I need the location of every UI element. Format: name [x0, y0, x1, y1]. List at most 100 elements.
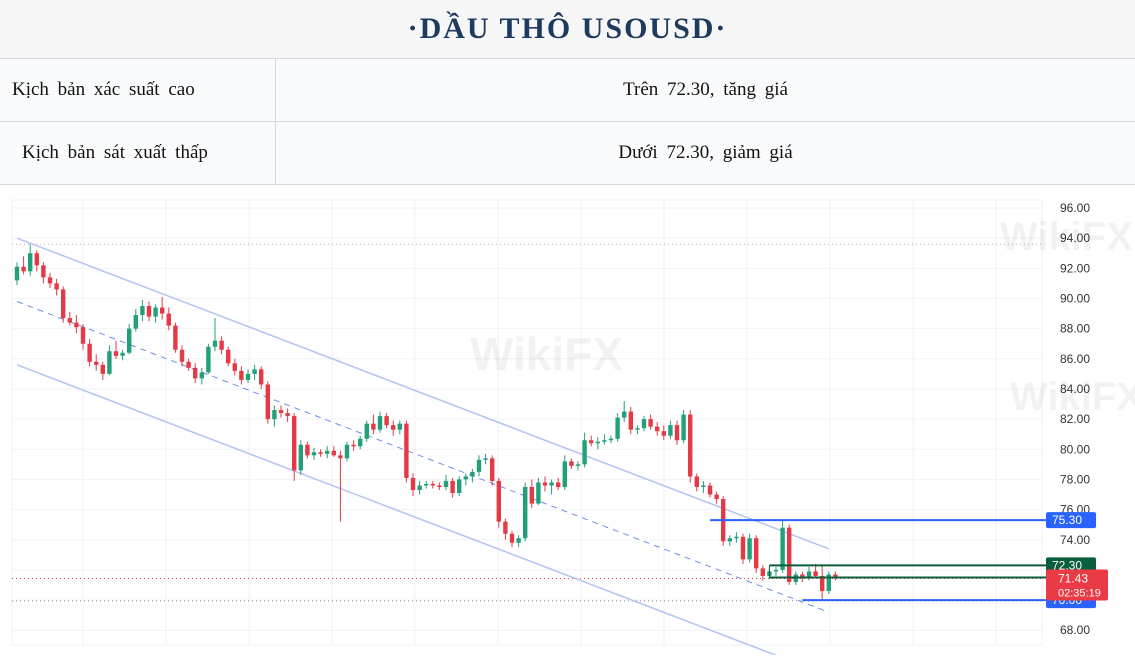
candle-body [635, 428, 640, 430]
channel-upper-line [16, 237, 830, 550]
candle-body [21, 266, 26, 272]
candle-body [813, 571, 818, 576]
y-tick-label: 82.00 [1060, 412, 1090, 426]
candle-body [377, 416, 383, 430]
candle-body [655, 426, 660, 432]
y-tick-label: 90.00 [1060, 291, 1090, 305]
candle-body [120, 352, 125, 356]
candle-body [760, 568, 765, 576]
candle-body [622, 411, 627, 418]
candle-body [54, 283, 59, 290]
candle-body [28, 253, 33, 272]
candle-body [476, 459, 482, 472]
candle-body [483, 458, 488, 460]
candle-body [87, 343, 92, 362]
countdown-label: 02:35:19 [1058, 588, 1101, 600]
candle-body [226, 349, 231, 364]
table-row: Kịch bản sát xuất thấp Dưới 72.30, giảm … [0, 121, 1135, 185]
candle-body [615, 417, 620, 439]
scenario-label-high: Kịch bản xác suất cao [0, 59, 276, 121]
y-tick-label: 94.00 [1060, 231, 1090, 245]
channel-lower-line [16, 364, 791, 660]
candle-body [344, 444, 350, 459]
candle-body [714, 494, 719, 500]
candle-body [133, 315, 138, 329]
candle-body [575, 464, 581, 466]
scenario-label-low: Kịch bản sát xuất thấp [0, 122, 276, 184]
candle-body [463, 476, 468, 480]
candle-body [199, 372, 204, 379]
scenario-value-low: Dưới 72.30, giảm giá [618, 142, 793, 163]
candle-body [100, 364, 105, 374]
y-tick-label: 96.00 [1060, 201, 1090, 215]
candle-body [292, 416, 297, 471]
candle-body [311, 452, 317, 456]
candle-body [747, 538, 752, 560]
current-price-label: 71.43 [1058, 572, 1088, 586]
candle-body [219, 340, 224, 350]
candle-body [674, 425, 680, 441]
candle-body [278, 410, 284, 414]
candle-body [325, 450, 330, 454]
candle-body [351, 444, 356, 447]
candle-body [608, 438, 614, 441]
candle-body [146, 306, 152, 317]
y-tick-label: 74.00 [1060, 533, 1090, 547]
y-tick-label: 84.00 [1060, 382, 1090, 396]
price-chart[interactable]: 96.00 94.00 92.00 90.00 88.00 86.00 84.00 82.00… [0, 190, 1135, 660]
table-row: Kịch bản xác suất cao Trên 72.30, tăng g… [0, 58, 1135, 121]
candle-body [523, 486, 528, 539]
level-label: 75.30 [1052, 513, 1082, 527]
candle-body [47, 277, 53, 284]
candle-body [153, 307, 158, 317]
candle-body [641, 419, 647, 429]
candle-body [285, 413, 290, 417]
candle-body [694, 476, 699, 487]
candle-body [80, 327, 86, 344]
candle-body [14, 266, 20, 281]
candle-body [173, 325, 178, 350]
candle-body [727, 538, 732, 542]
candle-body [410, 477, 416, 490]
y-tick-label: 92.00 [1060, 261, 1090, 275]
y-tick-label: 86.00 [1060, 352, 1090, 366]
y-tick-label: 88.00 [1060, 322, 1090, 336]
candle-body [338, 455, 343, 459]
candle-body [61, 289, 66, 319]
y-tick-label: 80.00 [1060, 442, 1090, 456]
candle-body [503, 521, 508, 534]
watermark-text: WikiFX [1000, 215, 1133, 259]
chart-svg[interactable]: 96.00 94.00 92.00 90.00 88.00 86.00 84.00 82.00… [0, 190, 1135, 660]
title-bar: ·DẦU THÔ USOUSD· [0, 0, 1135, 58]
candle-body [127, 328, 132, 353]
candle-body [34, 253, 39, 266]
candle-body [107, 351, 112, 374]
candle-body [430, 483, 435, 486]
candle-body [536, 482, 541, 504]
candle-body [589, 440, 594, 444]
candle-body [397, 423, 402, 430]
candle-body [820, 575, 825, 592]
watermark-text: WikiFX [470, 328, 623, 380]
candle-body [212, 340, 218, 347]
candle-body [298, 444, 303, 471]
candle-body [457, 479, 462, 494]
candle-body [648, 419, 653, 427]
level-label: 72.30 [1052, 558, 1082, 572]
candle-body [417, 485, 422, 490]
candle-body [516, 538, 521, 543]
candle-body [569, 461, 574, 466]
candle-body [529, 486, 534, 504]
watermark-text: WikiFX [1010, 375, 1135, 419]
candle-body [94, 361, 99, 365]
plot-area [11, 199, 1043, 646]
scenario-table: Kịch bản xác suất cao Trên 72.30, tăng g… [0, 58, 1135, 185]
candle-body [661, 431, 666, 436]
candle-body [668, 425, 673, 436]
candle-body [331, 450, 336, 456]
candle-body [595, 441, 600, 444]
candle-body [707, 485, 713, 495]
candle-body [41, 265, 46, 278]
candle-body [239, 370, 244, 380]
candle-body [252, 369, 257, 374]
